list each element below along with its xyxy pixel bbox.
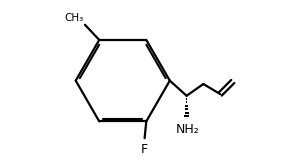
Text: NH₂: NH₂ [176, 123, 199, 136]
Text: F: F [141, 143, 148, 156]
Text: CH₃: CH₃ [65, 13, 84, 23]
